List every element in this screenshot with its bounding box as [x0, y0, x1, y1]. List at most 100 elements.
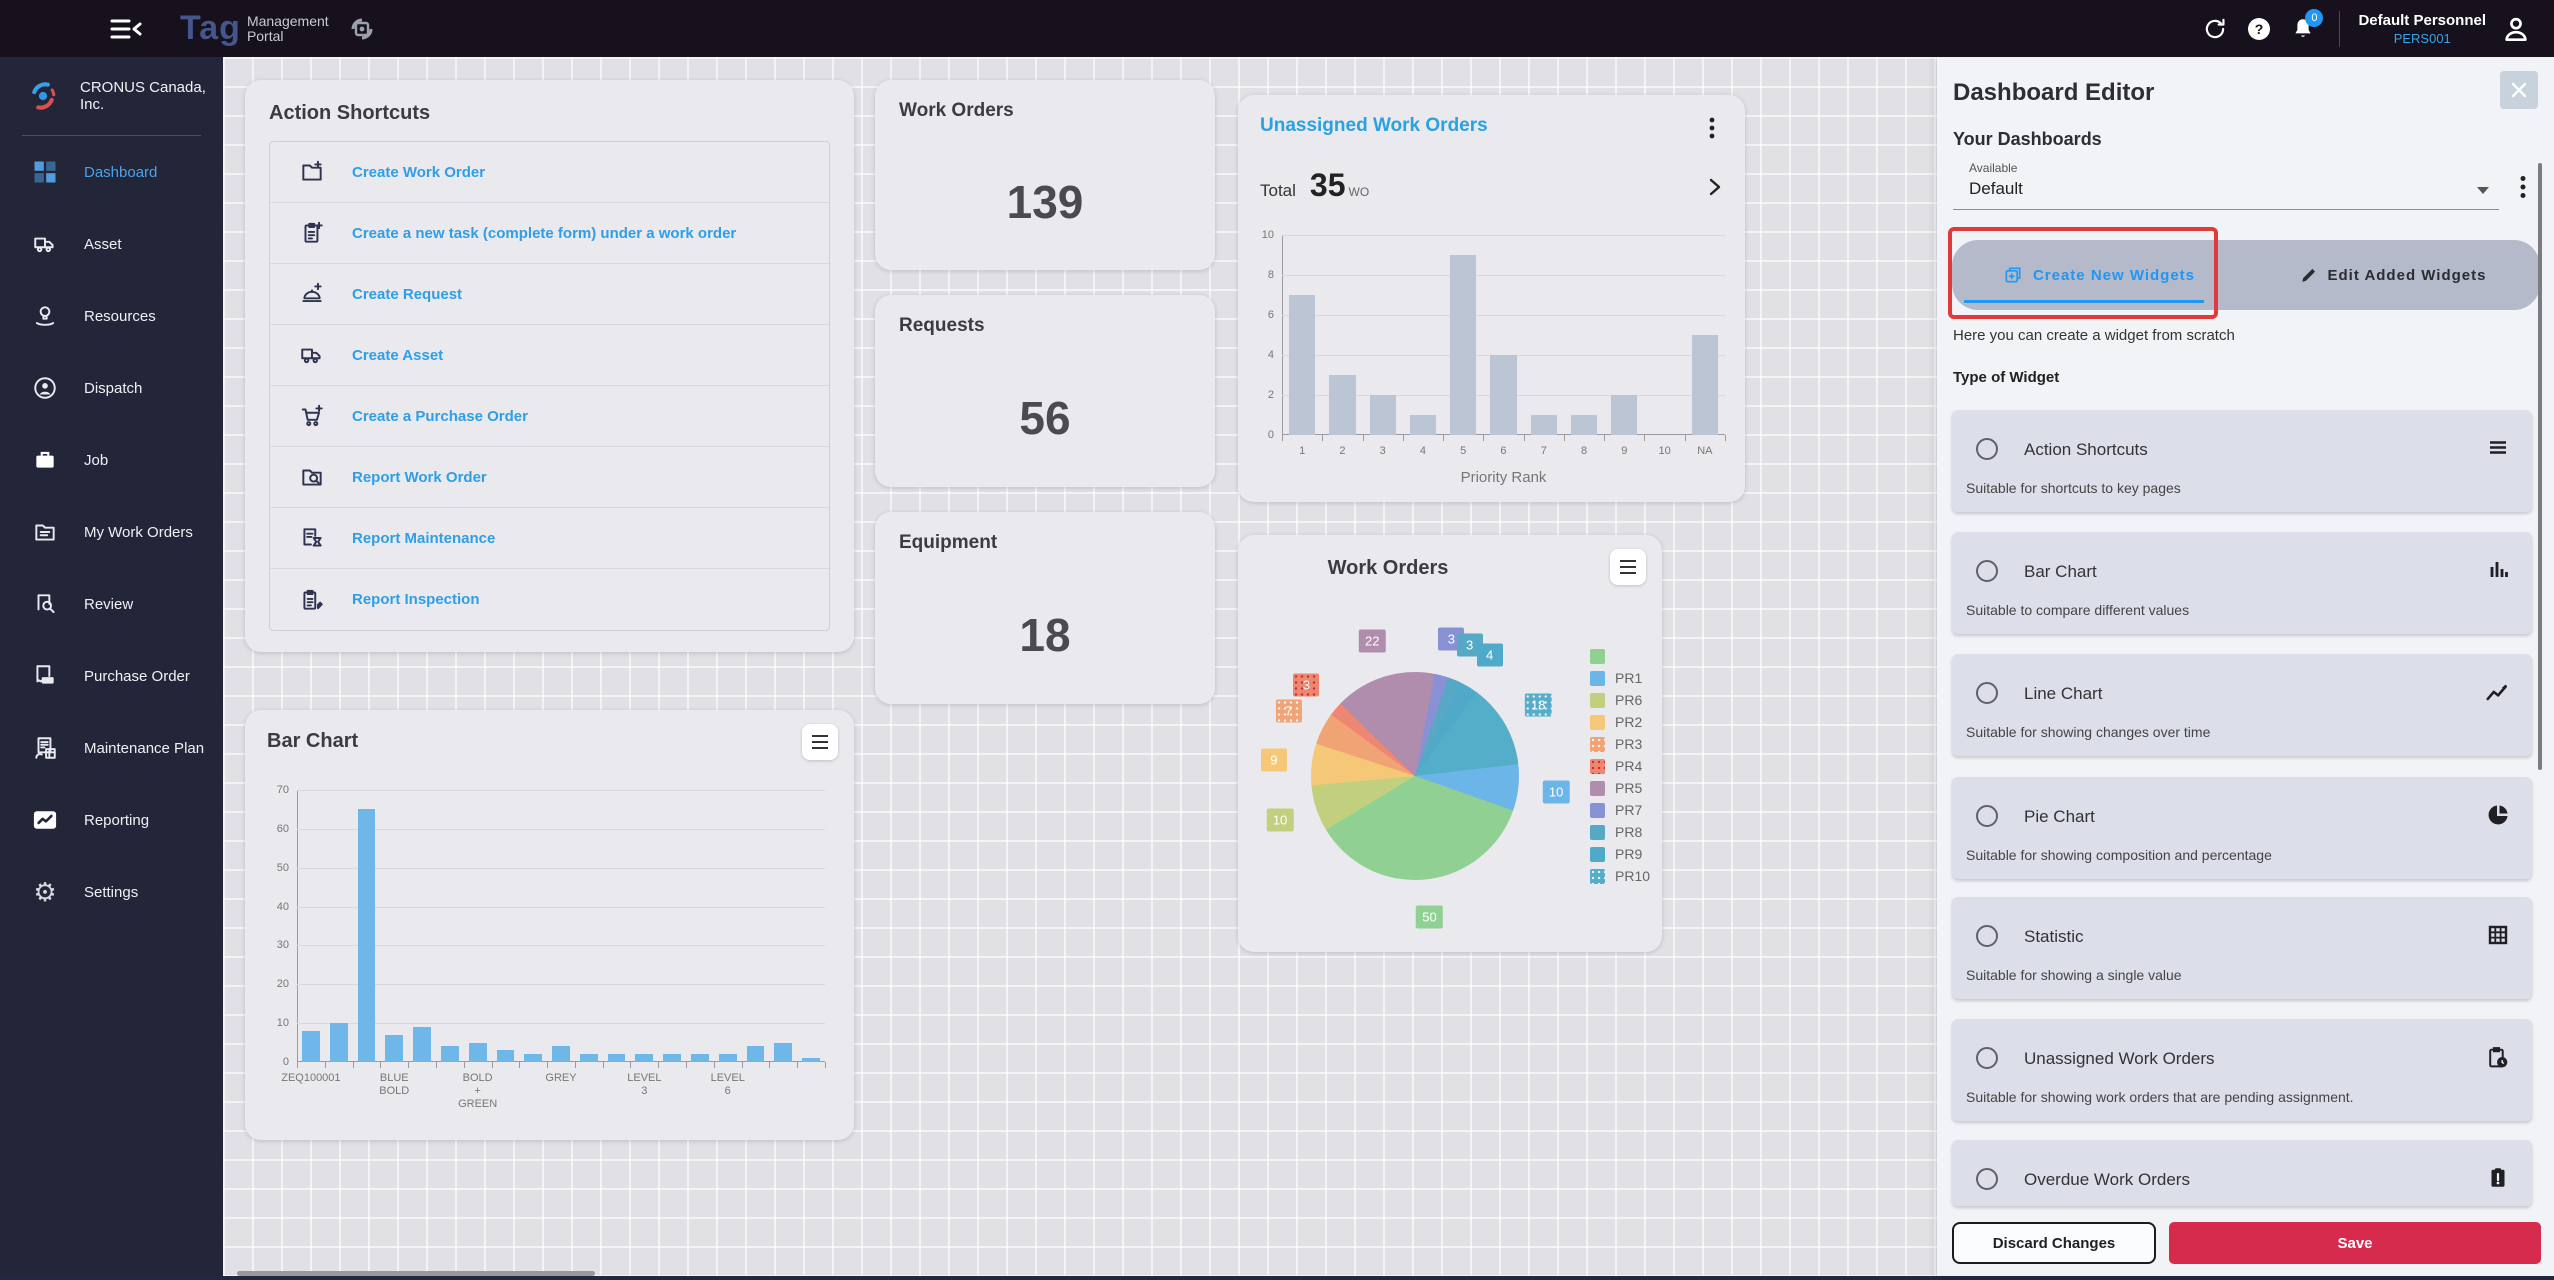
legend-item: PR8: [1590, 821, 1650, 843]
line-chart-icon: [2484, 680, 2510, 706]
legend-swatch: [1590, 692, 1605, 708]
bar: [385, 1034, 404, 1062]
doc-hourglass-icon: [296, 525, 328, 551]
tab-create-new-widgets[interactable]: Create New Widgets: [1952, 240, 2246, 310]
sidebar-item-dispatch[interactable]: Dispatch: [0, 352, 223, 424]
shortcut-report-work-order[interactable]: Report Work Order: [270, 447, 829, 508]
bar: [496, 1050, 515, 1062]
shortcut-create-a-new-task-complete-form-under-a-work-order[interactable]: Create a new task (complete form) under …: [270, 203, 829, 264]
pie-data-label: 22: [1359, 629, 1386, 653]
select-caret-icon[interactable]: [2477, 187, 2489, 194]
sidebar-item-my-work-orders[interactable]: My Work Orders: [0, 496, 223, 568]
widget-plus-icon: [2003, 265, 2023, 285]
dashboard-options-menu-icon[interactable]: [2520, 175, 2526, 204]
folder-plus-icon: [296, 159, 328, 185]
stat-title: Requests: [899, 315, 985, 336]
sidebar-item-maintenance-plan[interactable]: Maintenance Plan: [0, 712, 223, 784]
legend-label: PR4: [1615, 758, 1643, 774]
bar: [524, 1054, 543, 1062]
save-button[interactable]: Save: [2169, 1222, 2541, 1264]
shortcut-report-maintenance[interactable]: Report Maintenance: [270, 508, 829, 569]
notifications-button[interactable]: 0: [2281, 7, 2325, 51]
bar: [1611, 395, 1638, 435]
widget-type-radio[interactable]: [1976, 805, 1998, 827]
tab-edit-added-widgets[interactable]: Edit Added Widgets: [2246, 240, 2540, 310]
legend-swatch: [1590, 670, 1605, 686]
shortcut-create-asset[interactable]: Create Asset: [270, 325, 829, 386]
bar: [1409, 415, 1437, 435]
user-info[interactable]: Default Personnel PERS001: [2358, 12, 2486, 46]
stat-value: 56: [1019, 392, 1071, 444]
settings-icon: ⚙: [33, 877, 57, 907]
discard-changes-button[interactable]: Discard Changes: [1952, 1222, 2156, 1264]
shortcut-create-work-order[interactable]: Create Work Order: [270, 142, 829, 203]
stat-title: Work Orders: [899, 100, 1014, 121]
legend-label: PR10: [1615, 868, 1651, 884]
company-selector[interactable]: CRONUS Canada, Inc.: [0, 57, 223, 135]
shortcut-create-a-purchase-order[interactable]: Create a Purchase Order: [270, 386, 829, 447]
widget-type-bar-chart[interactable]: Bar Chart Suitable to compare different …: [1952, 532, 2532, 634]
select-underline: [1953, 209, 2499, 210]
widget-type-overdue-work-orders[interactable]: Overdue Work Orders: [1952, 1140, 2532, 1206]
widget-type-radio[interactable]: [1976, 560, 1998, 582]
shortcut-label: Create Work Order: [352, 163, 486, 181]
sidebar-item-settings[interactable]: ⚙ Settings: [0, 856, 223, 928]
sidebar: CRONUS Canada, Inc. Dashboard Asset Resour…: [0, 57, 223, 1280]
unassigned-expand-chevron-icon[interactable]: [1707, 177, 1723, 202]
bar: [302, 1030, 320, 1062]
bar-chart-title: Bar Chart: [267, 730, 359, 752]
active-tab-underline: [1964, 300, 2204, 303]
widget-type-line-chart[interactable]: Line Chart Suitable for showing changes …: [1952, 654, 2532, 756]
pie-data-label: 10: [1542, 780, 1570, 804]
shortcut-label: Create Request: [352, 285, 463, 303]
widget-type-pie-chart[interactable]: Pie Chart Suitable for showing compositi…: [1952, 777, 2532, 879]
horizontal-scrollbar-thumb[interactable]: [237, 1271, 595, 1276]
unassigned-total-value: 35: [1309, 167, 1346, 203]
bar-chart-menu-button[interactable]: [802, 724, 838, 760]
bar: [1289, 295, 1316, 435]
sidebar-item-reporting[interactable]: Reporting: [0, 784, 223, 856]
legend-swatch: [1590, 846, 1605, 862]
widget-type-statistic[interactable]: Statistic Suitable for showing a single …: [1952, 897, 2532, 999]
sidebar-item-resources[interactable]: Resources: [0, 280, 223, 352]
widget-type-label: Bar Chart: [2024, 562, 2097, 581]
sidebar-divider: [22, 135, 201, 136]
legend-swatch: [1590, 802, 1605, 818]
shortcut-create-request[interactable]: Create Request: [270, 264, 829, 325]
legend-swatch: [1590, 780, 1605, 796]
pie-widget-title: Work Orders: [1327, 557, 1449, 579]
legend-item: PR5: [1590, 777, 1650, 799]
action-shortcuts-list: Create Work Order Create a new task (comp…: [269, 141, 830, 631]
dashboard-select[interactable]: Default: [1969, 179, 2023, 198]
sidebar-item-job[interactable]: Job: [0, 424, 223, 496]
widget-type-radio[interactable]: [1976, 682, 1998, 704]
sidebar-item-asset[interactable]: Asset: [0, 208, 223, 280]
collapse-menu-icon[interactable]: [90, 9, 162, 49]
sidebar-item-review[interactable]: Review: [0, 568, 223, 640]
sidebar-item-purchase-order[interactable]: Purchase Order: [0, 640, 223, 712]
widget-type-radio[interactable]: [1976, 1047, 1998, 1069]
dispatch-icon: [28, 375, 62, 401]
widget-type-radio[interactable]: [1976, 1168, 1998, 1190]
legend-item: PR2: [1590, 711, 1650, 733]
close-panel-button[interactable]: [2500, 71, 2538, 109]
refresh-button[interactable]: [2193, 7, 2237, 51]
unassigned-widget-menu-icon[interactable]: [1697, 113, 1727, 143]
widget-type-radio[interactable]: [1976, 925, 1998, 947]
legend-label: PR9: [1615, 846, 1643, 862]
sidebar-item-label: Dashboard: [84, 163, 158, 181]
user-avatar-icon[interactable]: [2500, 13, 2532, 45]
sidebar-item-dashboard[interactable]: Dashboard: [0, 136, 223, 208]
list-icon: [2486, 436, 2510, 460]
widget-type-unassigned-work-orders[interactable]: Unassigned Work Orders Suitable for show…: [1952, 1019, 2532, 1121]
pie-widget-menu-button[interactable]: [1610, 549, 1646, 585]
help-button[interactable]: ?: [2237, 7, 2281, 51]
bar: [1490, 355, 1517, 435]
bar: [579, 1054, 598, 1062]
bar: [468, 1042, 487, 1062]
widget-type-action-shortcuts[interactable]: Action Shortcuts Suitable for shortcuts …: [1952, 410, 2532, 512]
bar: [802, 1058, 820, 1062]
panel-scrollbar-thumb[interactable]: [2538, 163, 2542, 770]
shortcut-report-inspection[interactable]: Report Inspection: [270, 569, 829, 630]
widget-type-radio[interactable]: [1976, 438, 1998, 460]
